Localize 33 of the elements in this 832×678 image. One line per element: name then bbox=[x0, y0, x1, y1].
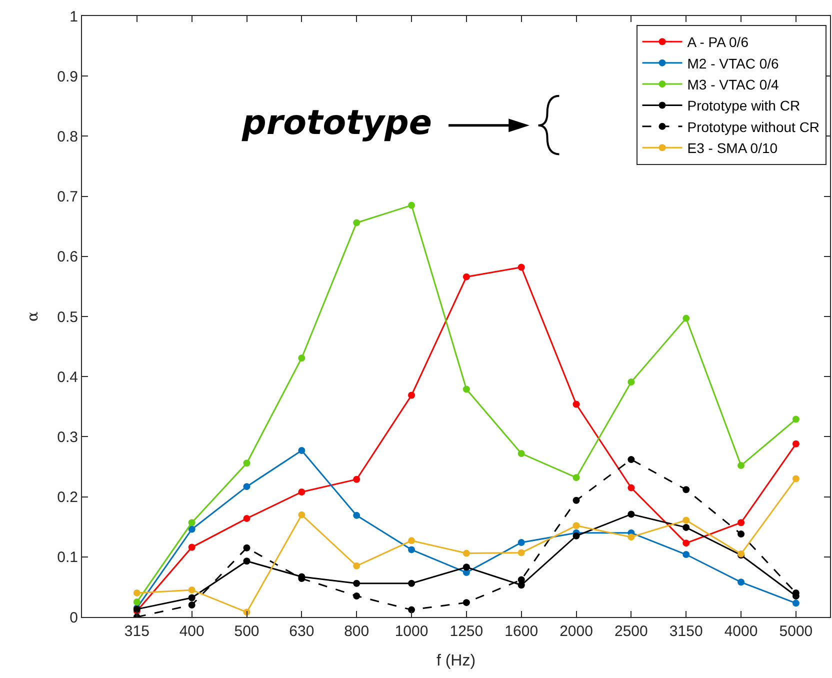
y-axis-title: α bbox=[23, 311, 42, 322]
y-tick-label: 0.2 bbox=[57, 489, 78, 506]
x-axis-title: f (Hz) bbox=[436, 652, 476, 670]
legend-label: Prototype without CR bbox=[687, 118, 820, 135]
x-tick-label: 5000 bbox=[779, 623, 813, 640]
y-tick-label: 0.7 bbox=[57, 188, 78, 206]
x-tick-label: 800 bbox=[344, 623, 370, 640]
x-tick-label: 1600 bbox=[504, 623, 538, 640]
x-tick-label: 4000 bbox=[724, 623, 758, 640]
x-tick-label: 630 bbox=[289, 623, 314, 640]
y-tick-label: 0.3 bbox=[57, 428, 78, 446]
y-tick-label: 1 bbox=[70, 8, 78, 26]
y-tick-label: 0 bbox=[70, 609, 78, 626]
x-tick-label: 3150 bbox=[669, 623, 703, 640]
annotation: prototype bbox=[241, 103, 432, 143]
legend-label: E3 - SMA 0/10 bbox=[687, 140, 778, 156]
legend-label: M2 - VTAC 0/6 bbox=[687, 55, 780, 72]
x-tick-label: 1250 bbox=[450, 623, 484, 640]
legend-label: A - PA 0/6 bbox=[687, 34, 749, 50]
y-tick-label: 0.8 bbox=[57, 128, 78, 146]
y-tick-label: 0.5 bbox=[57, 308, 78, 326]
x-tick-label: 500 bbox=[234, 623, 260, 640]
x-tick-label: 1000 bbox=[394, 623, 428, 640]
x-tick-label: 2500 bbox=[614, 623, 648, 640]
x-tick-label: 400 bbox=[179, 623, 204, 640]
y-tick-label: 0.9 bbox=[57, 68, 78, 86]
x-tick-label: 2000 bbox=[560, 623, 593, 640]
y-tick-label: 0.1 bbox=[57, 549, 78, 566]
y-tick-label: 0.4 bbox=[57, 368, 78, 386]
legend-label: Prototype with CR bbox=[687, 98, 800, 114]
legend-label: M3 - VTAC 0/4 bbox=[687, 76, 780, 92]
y-tick-label: 0.6 bbox=[57, 248, 78, 266]
x-tick-label: 315 bbox=[124, 623, 150, 640]
